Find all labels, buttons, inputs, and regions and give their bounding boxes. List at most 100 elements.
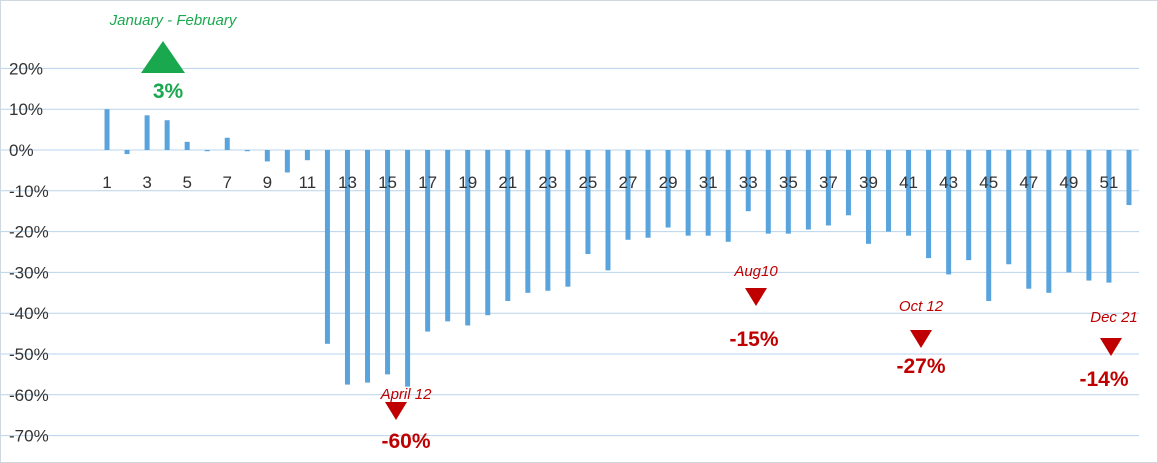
bar [1106, 150, 1112, 283]
annotation-label: Oct 12 [899, 298, 944, 315]
annotation-label: Dec 21 [1090, 309, 1138, 326]
x-tick-label: 31 [699, 173, 718, 192]
x-tick-label: 51 [1099, 173, 1118, 192]
x-tick-label: 13 [338, 173, 357, 192]
x-tick-label: 15 [378, 173, 397, 192]
bar [1086, 150, 1092, 281]
y-axis-labels: 20% 10% 0% -10% -20% -30% -40% -50% -60% -70% [9, 59, 49, 445]
bar [585, 150, 591, 255]
bar [665, 150, 671, 228]
bar [144, 115, 150, 150]
bar [425, 150, 431, 332]
bar [304, 150, 310, 161]
annotation-value: -27% [896, 355, 945, 378]
bar [344, 150, 350, 385]
x-tick-label: 21 [498, 173, 517, 192]
bar [805, 150, 811, 230]
y-tick-label: 10% [9, 100, 43, 119]
bar [926, 150, 932, 259]
annotation-label: April 12 [380, 386, 433, 403]
down-triangle-icon [385, 402, 407, 420]
bar [525, 150, 531, 293]
bar [765, 150, 771, 234]
down-triangle-icon [910, 330, 932, 348]
x-tick-label: 11 [299, 173, 317, 192]
bar [284, 150, 290, 173]
bars [104, 109, 1132, 387]
x-tick-label: 3 [142, 173, 151, 192]
annotations: January - February 3% April 12 -60% Aug10 -15… [109, 12, 1138, 453]
x-tick-label: 37 [819, 173, 838, 192]
bar [745, 150, 751, 212]
y-tick-label: -30% [9, 263, 49, 282]
bar [966, 150, 972, 261]
down-triangle-icon [1100, 338, 1122, 356]
bar [164, 120, 170, 150]
x-axis-labels: 1 3 5 7 9 11 13 15 17 19 21 23 25 27 29 31 33 35 37 39 41 43 4… [102, 173, 1118, 192]
bar [1046, 150, 1052, 293]
bar [645, 150, 651, 238]
bar [224, 137, 230, 150]
y-tick-label: 0% [9, 141, 34, 160]
annotation-label: Aug10 [733, 263, 778, 280]
x-tick-label: 27 [619, 173, 638, 192]
x-tick-label: 29 [659, 173, 678, 192]
bar [946, 150, 952, 275]
annotation-value: 3% [153, 80, 184, 103]
x-tick-label: 25 [578, 173, 597, 192]
bar [865, 150, 871, 244]
y-tick-label: -10% [9, 182, 49, 201]
x-tick-label: 19 [458, 173, 477, 192]
x-tick-label: 17 [418, 173, 437, 192]
x-tick-label: 7 [223, 173, 232, 192]
bar [845, 150, 851, 216]
bar [264, 150, 270, 162]
x-tick-label: 49 [1059, 173, 1078, 192]
bar [184, 141, 190, 150]
annotation-label: January - February [109, 12, 238, 29]
bar [465, 150, 471, 326]
x-tick-label: 39 [859, 173, 878, 192]
bar [204, 150, 210, 152]
annotation-value: -60% [381, 430, 430, 453]
bar [1126, 150, 1132, 206]
bar [725, 150, 731, 242]
bar [244, 150, 250, 152]
bar [485, 150, 491, 316]
bar [124, 150, 130, 155]
x-tick-label: 33 [739, 173, 758, 192]
bar [986, 150, 992, 301]
bar [1066, 150, 1072, 273]
y-tick-label: -20% [9, 223, 49, 242]
bar [705, 150, 711, 236]
up-triangle-icon [141, 41, 185, 73]
bar [1006, 150, 1012, 265]
bar [405, 150, 411, 387]
annotation-value: -15% [729, 328, 778, 351]
bar [685, 150, 691, 236]
bar [625, 150, 631, 240]
y-tick-label: 20% [9, 59, 43, 78]
x-tick-label: 41 [899, 173, 918, 192]
bar [505, 150, 511, 301]
bar [886, 150, 892, 232]
bar [385, 150, 391, 375]
bar [825, 150, 831, 226]
x-tick-label: 9 [263, 173, 272, 192]
x-tick-label: 43 [939, 173, 958, 192]
x-tick-label: 45 [979, 173, 998, 192]
y-tick-label: -40% [9, 304, 49, 323]
bar [906, 150, 912, 236]
down-triangle-icon [745, 288, 767, 306]
y-tick-label: -70% [9, 427, 49, 446]
y-tick-label: -60% [9, 386, 49, 405]
bar [1026, 150, 1032, 289]
x-tick-label: 1 [102, 173, 111, 192]
x-tick-label: 47 [1019, 173, 1038, 192]
y-tick-label: -50% [9, 345, 49, 364]
x-tick-label: 35 [779, 173, 798, 192]
bar [104, 109, 110, 150]
bar [365, 150, 371, 383]
bar [605, 150, 611, 271]
